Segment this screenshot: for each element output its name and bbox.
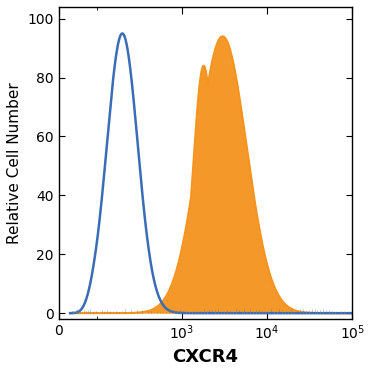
Y-axis label: Relative Cell Number: Relative Cell Number [7,82,22,244]
X-axis label: CXCR4: CXCR4 [173,348,238,366]
